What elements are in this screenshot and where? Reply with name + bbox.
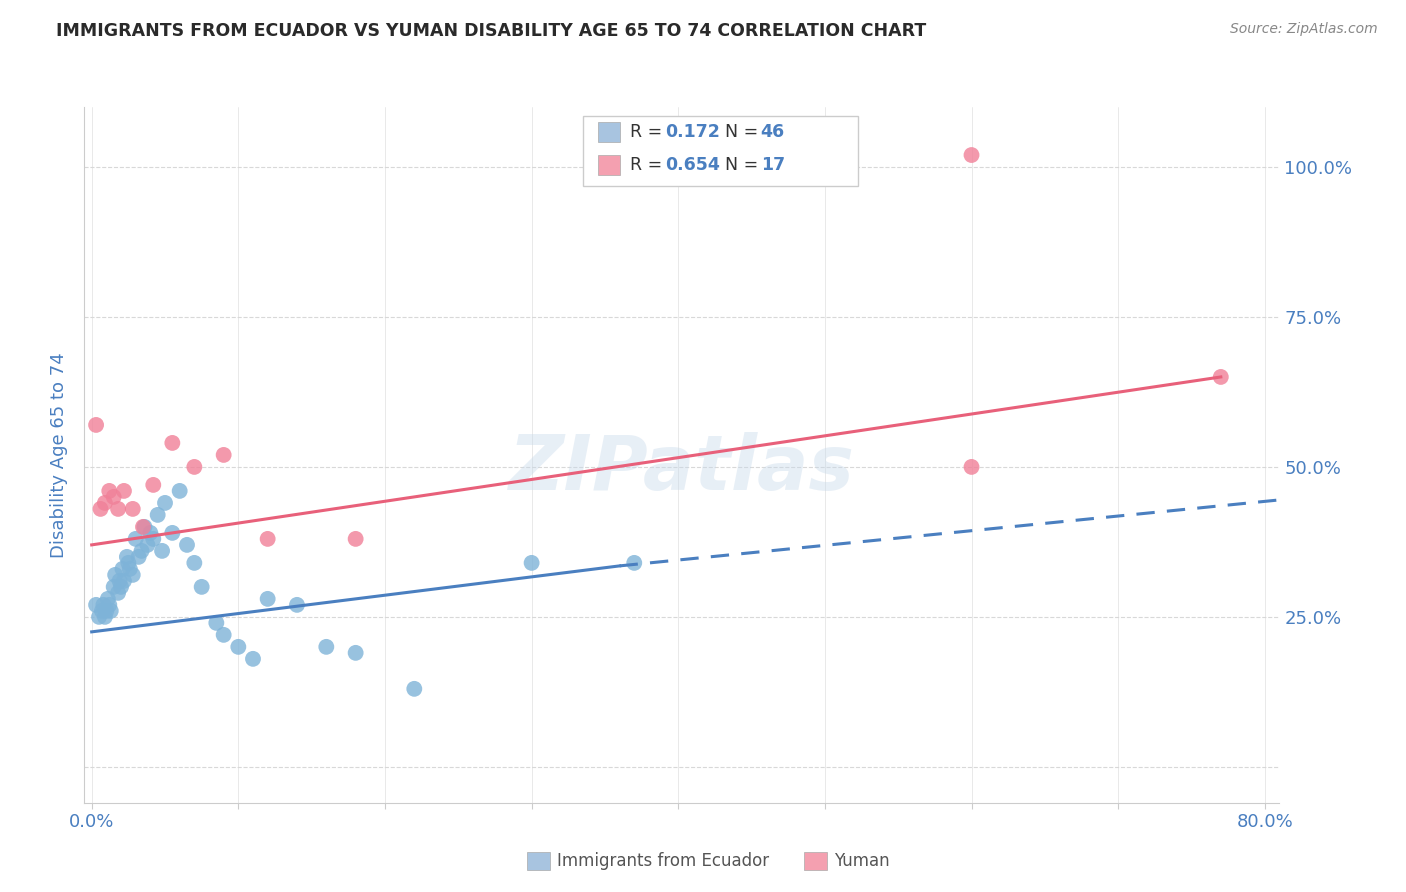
Point (315, 640, 337, 654)
Point (520, 556, 543, 570)
Point (104, 567, 127, 582)
Text: N =: N = (725, 123, 765, 141)
Point (150, 544, 173, 558)
Text: Yuman: Yuman (834, 852, 890, 870)
Point (94, 496, 117, 510)
Point (142, 478, 165, 492)
Text: 46: 46 (761, 123, 785, 141)
Point (136, 538, 159, 552)
Text: IMMIGRANTS FROM ECUADOR VS YUMAN DISABILITY AGE 65 TO 74 CORRELATION CHART: IMMIGRANTS FROM ECUADOR VS YUMAN DISABIL… (56, 22, 927, 40)
Text: R =: R = (630, 123, 668, 141)
Point (96, 604, 118, 618)
Point (110, 580, 132, 594)
Point (115, 549, 138, 564)
Text: 17: 17 (761, 156, 785, 174)
Point (91, 604, 114, 618)
Point (128, 549, 150, 564)
Point (242, 652, 264, 666)
Point (344, 532, 367, 546)
Point (112, 483, 135, 498)
Y-axis label: Disability Age 65 to 74: Disability Age 65 to 74 (51, 352, 69, 558)
Text: 0.654: 0.654 (665, 156, 720, 174)
Text: Source: ZipAtlas.com: Source: ZipAtlas.com (1230, 22, 1378, 37)
Text: Immigrants from Ecuador: Immigrants from Ecuador (557, 852, 769, 870)
Point (87, 610, 110, 624)
Point (84, 598, 107, 612)
Point (121, 502, 143, 516)
Point (153, 496, 176, 510)
Point (117, 556, 139, 570)
Point (183, 459, 205, 474)
Point (131, 544, 153, 558)
Point (344, 646, 367, 660)
Point (118, 562, 141, 576)
Point (98, 483, 121, 498)
Point (121, 567, 143, 582)
Point (162, 436, 184, 450)
Text: 0.172: 0.172 (665, 123, 720, 141)
Point (960, 459, 983, 474)
Point (169, 483, 191, 498)
Point (256, 532, 278, 546)
Point (100, 604, 122, 618)
Point (146, 508, 169, 522)
Point (112, 574, 135, 588)
Point (107, 586, 129, 600)
Text: ZIPatlas: ZIPatlas (509, 432, 855, 506)
Point (89, 502, 111, 516)
Point (132, 520, 155, 534)
Point (256, 591, 278, 606)
Point (212, 448, 235, 462)
Point (108, 574, 131, 588)
Point (103, 490, 125, 504)
Point (134, 520, 156, 534)
Point (125, 532, 148, 546)
Point (404, 681, 426, 696)
Point (98, 598, 121, 612)
Point (228, 640, 250, 654)
Point (142, 532, 165, 546)
Point (183, 556, 205, 570)
Text: N =: N = (725, 156, 765, 174)
Point (285, 598, 308, 612)
Point (94, 610, 117, 624)
Point (623, 556, 645, 570)
Point (97, 591, 120, 606)
Point (111, 562, 134, 576)
Point (1209, 370, 1232, 384)
Point (176, 538, 198, 552)
Point (190, 580, 212, 594)
Point (93, 598, 115, 612)
Point (107, 502, 129, 516)
Point (162, 525, 184, 540)
Point (84, 417, 107, 432)
Text: R =: R = (630, 156, 668, 174)
Point (960, 148, 983, 162)
Point (212, 628, 235, 642)
Point (139, 525, 162, 540)
Point (103, 580, 125, 594)
Point (205, 615, 228, 630)
